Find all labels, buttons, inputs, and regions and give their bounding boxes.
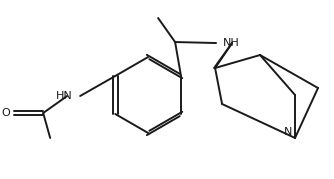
- Text: N: N: [284, 127, 292, 137]
- Text: O: O: [1, 108, 10, 118]
- Text: NH: NH: [223, 38, 240, 48]
- Text: HN: HN: [55, 91, 72, 101]
